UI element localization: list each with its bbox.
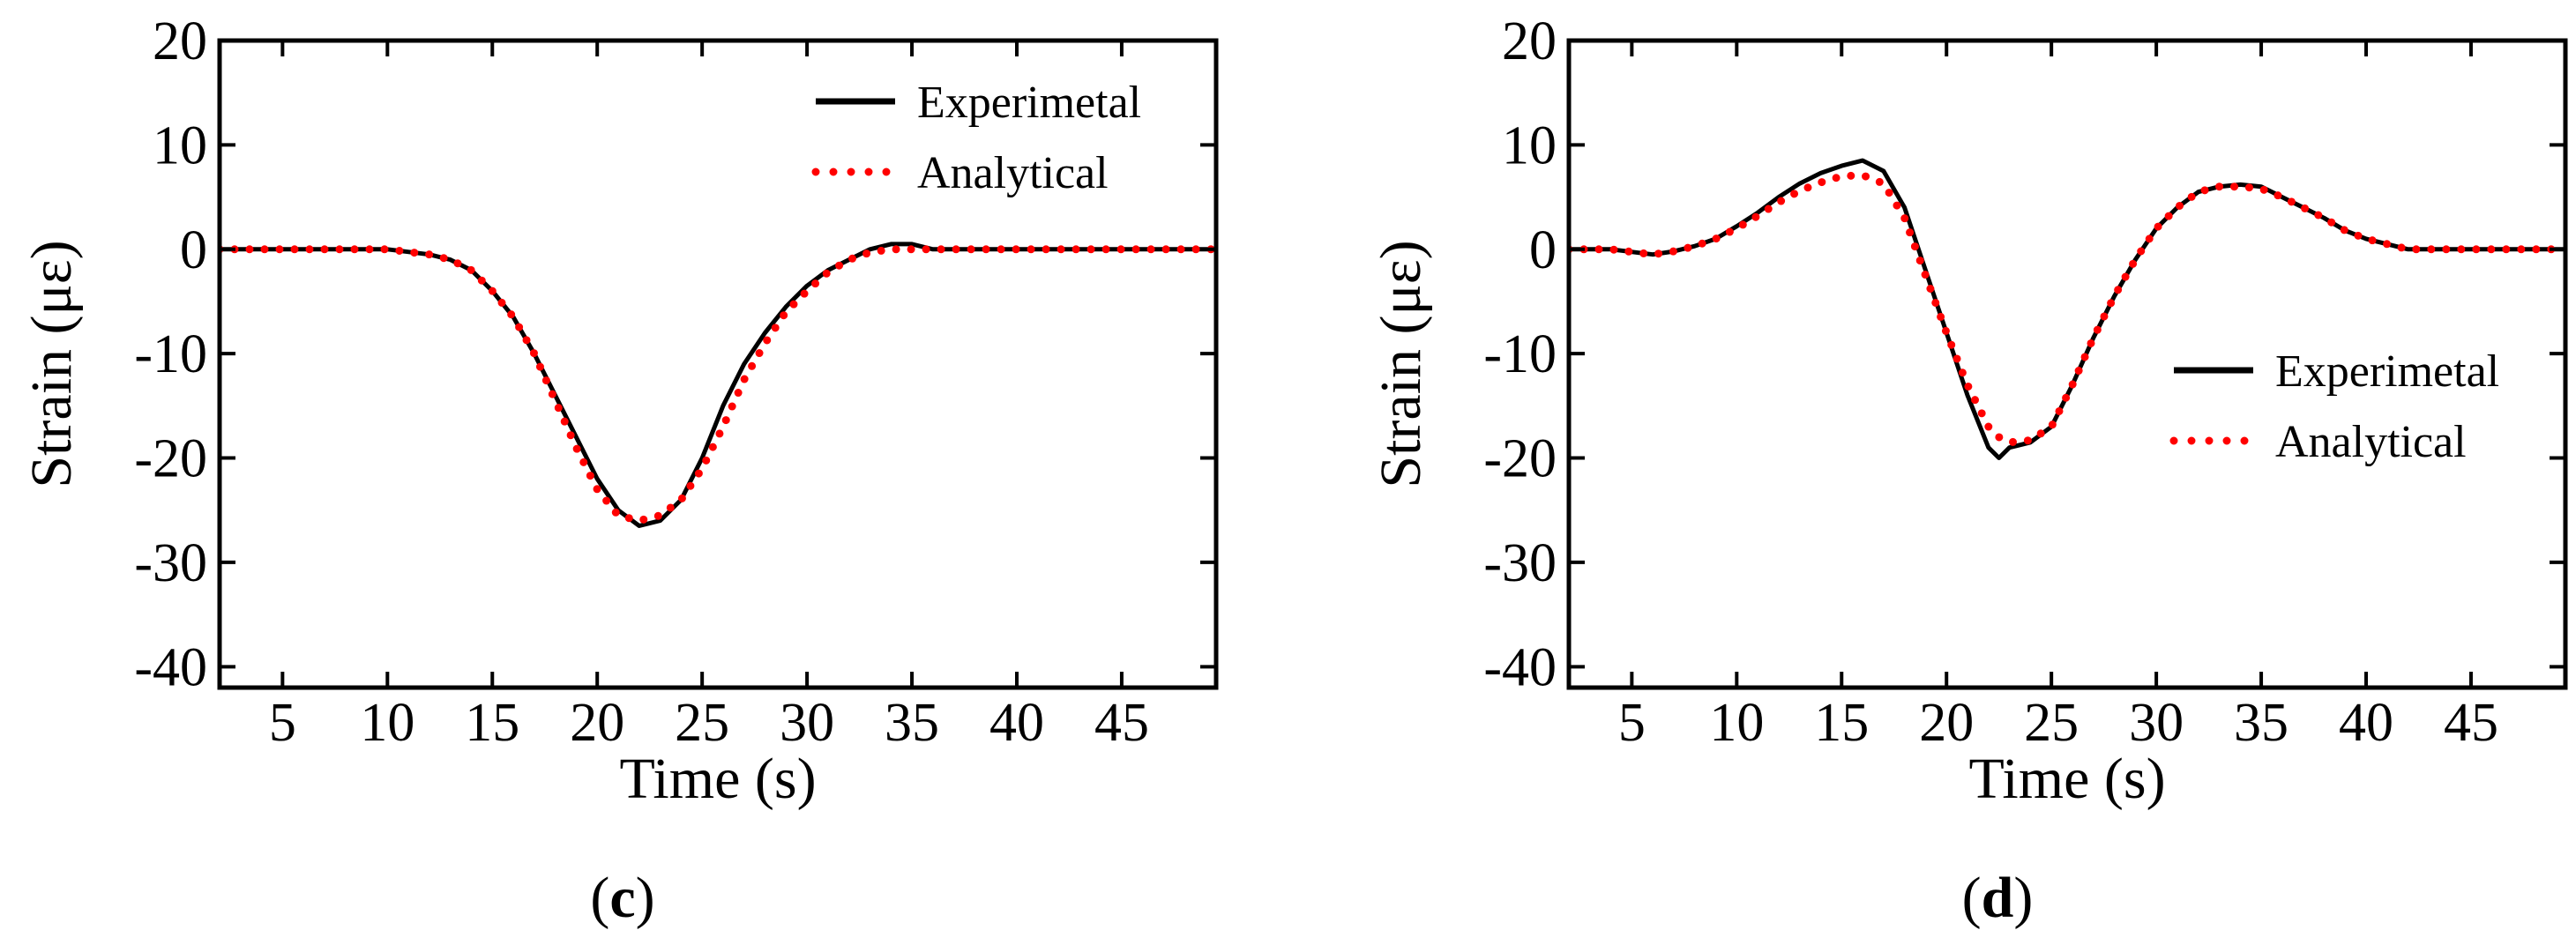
x-tick-label: 30 bbox=[2129, 693, 2184, 753]
x-axis-title: Time (s) bbox=[619, 747, 816, 811]
y-tick-label: -40 bbox=[1483, 637, 1557, 697]
y-tick-label: 0 bbox=[1529, 220, 1557, 280]
x-tick-label: 45 bbox=[2444, 693, 2498, 753]
series-line-experimental bbox=[1569, 158, 2565, 460]
plot-frame bbox=[217, 38, 1219, 690]
y-tick-label: -10 bbox=[1483, 324, 1557, 384]
x-tick-label: 20 bbox=[570, 693, 624, 753]
legend-label: Analytical bbox=[2275, 417, 2467, 467]
y-tick-label: -10 bbox=[134, 324, 207, 384]
y-axis-title: Strain (με) bbox=[1369, 240, 1433, 487]
x-tick-label: 40 bbox=[989, 693, 1044, 753]
y-tick-label: -20 bbox=[134, 429, 207, 489]
y-tick-label: 10 bbox=[1502, 115, 1557, 175]
y-tick-label: -20 bbox=[1483, 429, 1557, 489]
legend-label: Experimetal bbox=[2275, 346, 2499, 397]
legend: Experimetal Analytical bbox=[811, 78, 1141, 198]
panel-label: (d) bbox=[1962, 866, 2034, 930]
y-tick-label: 10 bbox=[153, 115, 207, 175]
legend-label: Analytical bbox=[917, 148, 1109, 198]
x-tick-label: 5 bbox=[269, 693, 296, 753]
y-tick-label: 20 bbox=[153, 11, 207, 71]
x-axis-title: Time (s) bbox=[1968, 747, 2165, 811]
x-tick-label: 10 bbox=[360, 693, 414, 753]
x-tick-label: 10 bbox=[1709, 693, 1764, 753]
legend: Experimetal Analytical bbox=[2169, 346, 2499, 467]
plot-frame bbox=[1566, 38, 2568, 690]
x-tick-label: 15 bbox=[465, 693, 519, 753]
x-tick-label: 5 bbox=[1618, 693, 1646, 753]
chart-panel-d: 20 10 0 -10 -20 -30 -40 5 10 15 20 25 30 35 40 45 Time (… bbox=[1369, 11, 2568, 930]
y-tick-label: 20 bbox=[1502, 11, 1557, 71]
x-tick-label: 35 bbox=[2234, 693, 2289, 753]
x-tick-label: 45 bbox=[1094, 693, 1149, 753]
x-tick-label: 15 bbox=[1814, 693, 1869, 753]
y-tick-label: 0 bbox=[180, 220, 207, 280]
x-tick-label: 40 bbox=[2339, 693, 2393, 753]
x-tick-label: 30 bbox=[780, 693, 834, 753]
y-axis-title: Strain (με) bbox=[19, 240, 84, 487]
y-tick-label: -30 bbox=[134, 533, 207, 593]
y-tick-label: -40 bbox=[134, 637, 207, 697]
series-line-experimental bbox=[220, 242, 1216, 528]
x-tick-label: 20 bbox=[1919, 693, 1974, 753]
series-line-analytical bbox=[1569, 171, 2565, 447]
x-tick-label: 35 bbox=[885, 693, 939, 753]
chart-panel-c: 20 10 0 -10 -20 -30 -40 5 10 15 20 25 30 35 40 45 Time (… bbox=[19, 11, 1219, 930]
x-tick-label: 25 bbox=[675, 693, 729, 753]
legend-label: Experimetal bbox=[917, 78, 1141, 128]
y-tick-label: -30 bbox=[1483, 533, 1557, 593]
x-tick-label: 25 bbox=[2024, 693, 2079, 753]
series-line-analytical bbox=[220, 245, 1216, 525]
panel-label: (c) bbox=[590, 866, 654, 930]
